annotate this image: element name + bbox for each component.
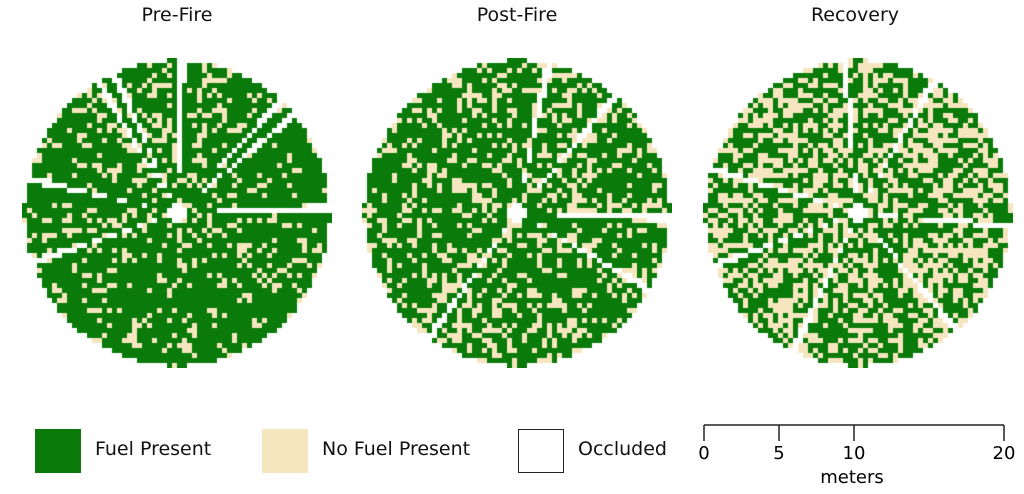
scale-label-20: 20 <box>993 443 1016 464</box>
fuel-map-post-fire <box>362 58 672 368</box>
no-fuel-present-swatch <box>262 429 308 473</box>
scale-bar: 0 5 10 20 meters <box>698 424 1016 488</box>
scale-label-10: 10 <box>843 443 866 464</box>
fuel-present-swatch <box>35 429 81 473</box>
fuel-map-pre-fire <box>22 58 332 368</box>
occluded-label: Occluded <box>578 438 667 460</box>
fuel-map-recovery <box>703 58 1013 368</box>
panel-title-post-fire: Post-Fire <box>476 4 558 26</box>
no-fuel-present-label: No Fuel Present <box>322 438 471 460</box>
fuel-present-label: Fuel Present <box>95 438 212 460</box>
scale-unit-label: meters <box>820 467 884 488</box>
scale-label-5: 5 <box>773 443 784 464</box>
panel-title-pre-fire: Pre-Fire <box>141 4 213 26</box>
occluded-swatch <box>518 429 564 473</box>
panel-title-recovery: Recovery <box>810 4 900 26</box>
scale-label-0: 0 <box>698 443 709 464</box>
